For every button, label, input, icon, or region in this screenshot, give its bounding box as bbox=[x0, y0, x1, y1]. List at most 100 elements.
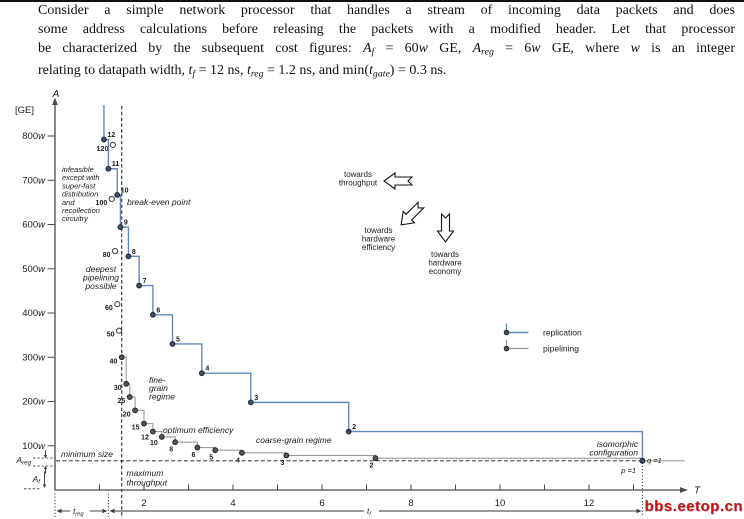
arrow_economy-label-line-2: hardware bbox=[428, 259, 462, 268]
replication-point-5 bbox=[169, 341, 176, 347]
arrow_economy-label-line-3: economy bbox=[429, 267, 461, 276]
y-axis-arrowhead bbox=[52, 97, 58, 105]
y-tick-label-100: 100w bbox=[22, 441, 46, 452]
t-reg-label: treg bbox=[73, 507, 84, 518]
reference-lines bbox=[56, 106, 643, 518]
pipelining-point-label-12: 12 bbox=[141, 435, 149, 442]
pipelining-point-40 bbox=[118, 354, 125, 361]
arrow_throughput-label-line-2: throughput bbox=[339, 179, 378, 188]
infeasible-point-100 bbox=[108, 195, 115, 203]
legend-replication-label: replication bbox=[543, 328, 582, 338]
annotation-fine_grain-line-1: fine- bbox=[149, 375, 166, 385]
legend-pipelining-marker bbox=[503, 345, 510, 352]
x-axis-arrowhead bbox=[680, 487, 688, 493]
paragraph-line-1: Consider a simple network processor that… bbox=[38, 3, 735, 18]
annotation-infeasible-line-7: circuitry bbox=[62, 214, 89, 223]
pipelining-point-2 bbox=[372, 455, 379, 462]
chart-axes: A[GE]T2 4 6 8 10 12100w200w300w400w500w600w70… bbox=[15, 89, 701, 509]
pipelining-point-label-30: 30 bbox=[114, 385, 122, 392]
direction-arrows: towardsthroughputtowardshardwareefficien… bbox=[339, 170, 462, 276]
y-tick-label-800: 800w bbox=[22, 131, 46, 142]
replication-point-label-10: 10 bbox=[121, 187, 129, 194]
replication-point-label-6: 6 bbox=[156, 307, 160, 314]
replication-point-1 bbox=[639, 457, 646, 464]
replication-point-label-2: 2 bbox=[352, 424, 356, 431]
pipelining-point-3 bbox=[283, 452, 290, 459]
y-tick-label-200: 200w bbox=[22, 397, 46, 408]
infeasible-point-label-120: 120 bbox=[97, 146, 109, 153]
x-tick-label-2: 2 bbox=[141, 498, 146, 509]
annotation-infeasible-line-6: recollection bbox=[62, 206, 100, 215]
replication-point-10 bbox=[114, 192, 121, 198]
annotation-infeasible-line-1: infeasible bbox=[62, 165, 94, 174]
replication-point-7 bbox=[136, 282, 143, 289]
infeasible-point-80 bbox=[111, 247, 119, 255]
pipelining-point-20 bbox=[132, 407, 139, 414]
arrow_economy-label-line-1: towards bbox=[431, 250, 459, 259]
replication-point-label-9: 9 bbox=[124, 220, 128, 227]
infeasible-point-label-50: 50 bbox=[107, 332, 115, 339]
time-brackets: treg tf bbox=[54, 493, 642, 518]
pipelining-point-label-10: 10 bbox=[150, 440, 158, 447]
arrow_throughput-glyph bbox=[383, 171, 414, 191]
paragraph-line-4: relating to datapath width, tf = 12 ns, … bbox=[38, 63, 447, 80]
pipelining-point-8 bbox=[172, 439, 179, 446]
paragraph-line-2: some address calculations before releasi… bbox=[38, 22, 735, 37]
infeasible-point-label-100: 100 bbox=[96, 200, 108, 207]
replication-point-label-8: 8 bbox=[132, 249, 136, 256]
y-axis-units-label: [GE] bbox=[15, 105, 34, 116]
replication-point-label-5: 5 bbox=[176, 336, 180, 343]
replication-point-2 bbox=[345, 428, 352, 435]
pipelining-point-5 bbox=[212, 447, 219, 454]
infeasible-point-label-60: 60 bbox=[105, 305, 113, 312]
replication-point-8 bbox=[125, 253, 132, 260]
pipelining-point-10 bbox=[158, 434, 165, 440]
t-f-label: tf bbox=[367, 507, 372, 518]
pipelining-point-30 bbox=[123, 380, 130, 387]
annotation-isomorphic-line-2: configuration bbox=[589, 448, 638, 458]
infeasible-point-label-80: 80 bbox=[103, 252, 111, 259]
replication-point-4 bbox=[198, 370, 205, 377]
pipelining-point-label-5: 5 bbox=[209, 455, 213, 462]
annotation-q1-line-1: q =1 bbox=[647, 456, 662, 465]
x-tick-label-10: 10 bbox=[495, 498, 506, 509]
replication-point-9 bbox=[117, 224, 124, 231]
annotation-fine_grain-line-3: regime bbox=[149, 391, 175, 401]
y-tick-label-400: 400w bbox=[22, 308, 46, 319]
replication-point-label-3: 3 bbox=[254, 395, 258, 402]
annotation-infeasible-line-5: and bbox=[62, 198, 75, 207]
arrow_efficiency-label-line-2: hardware bbox=[362, 235, 396, 244]
x-tick-label-12: 12 bbox=[584, 498, 595, 509]
x-tick-label-6: 6 bbox=[319, 498, 324, 509]
pipelining-point-label-2: 2 bbox=[369, 463, 373, 470]
pipelining-point-12 bbox=[150, 428, 156, 435]
replication-point-label-7: 7 bbox=[143, 278, 147, 285]
annotation-deepest-line-2: pipelining bbox=[82, 273, 119, 283]
pipelining-point-25 bbox=[126, 394, 133, 400]
infeasible-point-120 bbox=[109, 141, 116, 148]
replication-point-3 bbox=[247, 399, 254, 406]
pipelining-point-label-8: 8 bbox=[169, 447, 173, 454]
annotation-fine_grain-line-2: grain bbox=[149, 383, 168, 393]
chart-legend: replication pipelining bbox=[503, 323, 582, 354]
replication-point-6 bbox=[150, 311, 156, 318]
x-tick-label-8: 8 bbox=[408, 498, 413, 509]
annotation-break_even-line-1: break-even point bbox=[127, 197, 191, 207]
arrow_efficiency-label-line-1: towards bbox=[364, 226, 392, 235]
annotation-isomorphic-line-1: isomorphic bbox=[597, 439, 639, 449]
arrow_throughput-label-line-1: towards bbox=[344, 170, 372, 179]
y-tick-label-700: 700w bbox=[22, 175, 46, 186]
pipelining-point-4 bbox=[239, 449, 245, 456]
annotation-infeasible-line-2: except with bbox=[62, 173, 100, 182]
annotation-coarse-line-1: coarse-grain regime bbox=[256, 435, 332, 445]
pipelining-point-6 bbox=[194, 444, 201, 451]
annotation-max_throughput-line-1: maximum bbox=[127, 468, 164, 478]
replication-point-label-12: 12 bbox=[107, 132, 115, 139]
pipelining-point-label-6: 6 bbox=[191, 452, 195, 459]
y-tick-label-500: 500w bbox=[22, 264, 46, 275]
pipelining-point-label-3: 3 bbox=[280, 460, 284, 467]
